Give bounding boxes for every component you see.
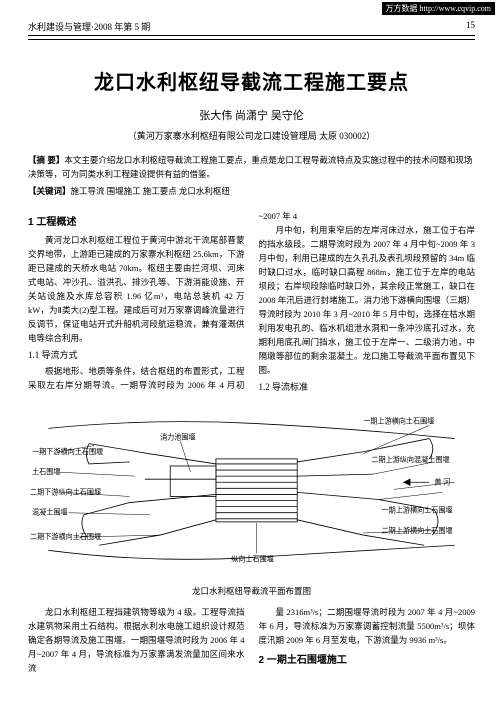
section-1-heading: 1 工程概述 [28, 215, 245, 232]
journal-title: 水利建设与管理·2008 年第 5 期 [28, 20, 150, 33]
body-columns-lower: 龙口水利枢纽工程挡建筑物等级为 4 级。工程导流挡水建筑物采用土石结构。根据水利… [28, 605, 475, 675]
page-number: 15 [466, 20, 475, 33]
fig-label-l3: 二期下游纵向土石围堰 [30, 487, 101, 496]
keywords-block: 【关键词】施工导流 围堰施工 施工要点 龙口水利枢纽 [28, 185, 475, 199]
fig-label-l2: 土石围堰 [32, 467, 60, 476]
keywords-text: 施工导流 围堰施工 施工要点 龙口水利枢纽 [71, 186, 230, 196]
section-2-heading: 2 一期土石围堰施工 [259, 653, 476, 670]
fig-label-l4: 混凝土围堰 [32, 508, 68, 517]
bottom-left-p1: 龙口水利枢纽工程挡建筑物等级为 4 级。工程导流挡水建筑物采用土石结构。根据水利… [28, 605, 245, 675]
fig-label-l9: 二期上游纵向混凝土围堰 [371, 455, 449, 464]
section-1-2-heading: 1.2 导流标准 [259, 380, 476, 395]
fig-label-l8: 一期上游横向土石围堰 [363, 416, 434, 425]
col2-p1: 月中旬，利用束窄后的左岸河床过水，施工位于右岸的挡水级段。二期导流时段为 200… [259, 223, 476, 377]
abstract-block: 【摘 要】本文主要介绍龙口水利枢纽导截流工程施工要点，重点是龙口工程导截流特点及… [28, 154, 475, 181]
running-header: 水利建设与管理·2008 年第 5 期 15 [28, 20, 475, 36]
header-rule [28, 39, 475, 42]
article-title: 龙口水利枢纽导截流工程施工要点 [28, 66, 475, 95]
plan-diagram-svg: 一期下游横向土石围堰 土石围堰 二期下游纵向土石围堰 混凝土围堰 二期下游横向土… [28, 403, 475, 576]
fig-label-l11: 一期上游横向土石围堰 [382, 506, 453, 515]
section-1-1-heading: 1.1 导流方式 [28, 348, 245, 363]
affiliation-line: （黄河万家寨水利枢纽有限公司龙口建设管理局 太原 030002） [28, 129, 475, 142]
page-container: 水利建设与管理·2008 年第 5 期 15 龙口水利枢纽导截流工程施工要点 张… [0, 0, 503, 695]
fig-label-l7: 纵向土石围堰 [231, 554, 274, 563]
body-columns-upper: 1 工程概述 黄河龙口水利枢纽工程位于黄河中游北干流尾部晋蒙交界地带，上游距已建… [28, 209, 475, 395]
fig-label-l1: 一期下游横向土石围堰 [32, 447, 103, 456]
fig-label-l12: 二期上游横向土石围堰 [382, 526, 453, 535]
fig-label-l5: 二期下游横向土石围堰 [30, 532, 101, 541]
abstract-text: 本文主要介绍龙口水利枢纽导截流工程施工要点，重点是龙口工程导截流特点及实施过程中… [28, 155, 472, 179]
keywords-label: 【关键词】 [28, 186, 71, 196]
authors-line: 张大伟 尚潇宁 吴守伦 [28, 107, 475, 123]
fig-label-l6: 消力池围堰 [160, 432, 196, 441]
figure-plan-view: 一期下游横向土石围堰 土石围堰 二期下游纵向土石围堰 混凝土围堰 二期下游横向土… [28, 403, 475, 597]
abstract-label: 【摘 要】 [28, 155, 64, 165]
fig-label-l10: 黄 河 [434, 477, 450, 486]
figure-caption: 龙口水利枢纽导截流平面布置图 [28, 585, 475, 597]
bottom-right-p1: 量 2316m³/s；二期围堰导流时段为 2007 年 4 月~2009 年 6… [259, 605, 476, 647]
section-1-p1: 黄河龙口水利枢纽工程位于黄河中游北干流尾部晋蒙交界地带，上游距已建成的万家寨水利… [28, 233, 245, 345]
